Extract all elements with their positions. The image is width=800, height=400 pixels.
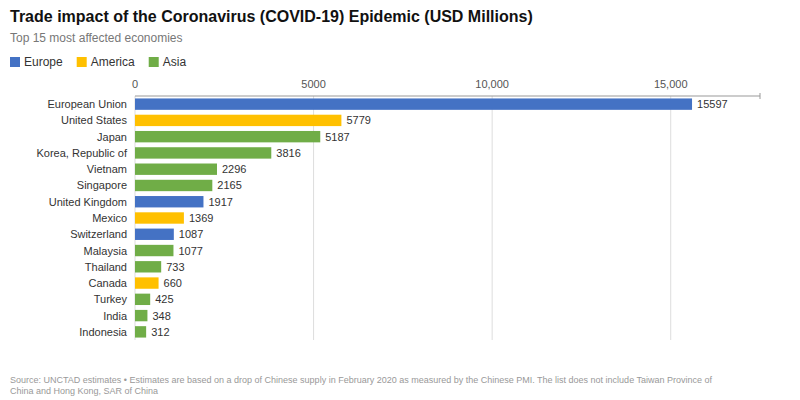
category-label: Canada <box>88 277 127 289</box>
data-label: 660 <box>164 277 182 289</box>
category-label: Malaysia <box>84 245 128 257</box>
category-label: Thailand <box>85 261 127 273</box>
x-axis-end <box>760 93 761 99</box>
footer-line: Source: UNCTAD estimates • Estimates are… <box>10 375 713 385</box>
data-label: 2296 <box>222 163 246 175</box>
data-label: 1917 <box>208 196 232 208</box>
chart: Trade impact of the Coronavirus (COVID-1… <box>0 0 800 400</box>
legend-item: America <box>77 55 135 69</box>
category-label: Mexico <box>92 212 127 224</box>
bar <box>135 310 147 321</box>
data-label: 1087 <box>179 228 203 240</box>
category-label: Indonesia <box>79 326 128 338</box>
legend-item: Europe <box>10 55 63 69</box>
footer-line: China and Hong Kong, SAR of China <box>10 386 158 396</box>
data-label: 3816 <box>276 147 300 159</box>
category-label: Turkey <box>94 293 128 305</box>
category-label: Vietnam <box>87 163 127 175</box>
grid <box>135 96 671 340</box>
data-label: 15597 <box>697 98 728 110</box>
data-label: 5779 <box>346 114 370 126</box>
legend-label: Asia <box>163 55 187 69</box>
bar <box>135 147 271 158</box>
data-label: 312 <box>151 326 169 338</box>
category-label: United Kingdom <box>49 196 127 208</box>
subtitle: Top 15 most affected economies <box>10 31 183 45</box>
category-label: Singapore <box>77 179 127 191</box>
legend-label: Europe <box>24 55 63 69</box>
bar <box>135 261 161 272</box>
legend-label: America <box>91 55 135 69</box>
data-labels: 15597 1917 1087 5779 1369 660 5187 3816 2296 2165… <box>151 98 727 338</box>
tick-label: 10,000 <box>475 78 509 90</box>
data-label: 1369 <box>189 212 213 224</box>
legend-swatch <box>10 57 20 67</box>
tick-label: 15,000 <box>654 78 688 90</box>
category-label: Japan <box>97 131 127 143</box>
category-label: India <box>103 310 128 322</box>
bar <box>135 277 159 288</box>
y-axis: European Union United States Japan Korea, R… <box>37 98 128 338</box>
legend-item: Asia <box>149 55 187 69</box>
data-label: 2165 <box>217 179 241 191</box>
legend: Europe America Asia <box>10 55 186 69</box>
x-axis-line <box>135 96 760 97</box>
category-label: United States <box>61 114 128 126</box>
title: Trade impact of the Coronavirus (COVID-1… <box>10 8 533 25</box>
bar <box>135 294 150 305</box>
bar <box>135 164 217 175</box>
data-label: 348 <box>152 310 170 322</box>
data-label: 733 <box>166 261 184 273</box>
bar <box>135 196 203 207</box>
category-label: Korea, Republic of <box>37 147 128 159</box>
tick-label: 5000 <box>301 78 325 90</box>
bar <box>135 229 174 240</box>
bar <box>135 98 692 109</box>
bar <box>135 326 146 337</box>
grid-line <box>670 96 671 340</box>
data-label: 425 <box>155 293 173 305</box>
category-label: Switzerland <box>70 228 127 240</box>
bar <box>135 115 341 126</box>
legend-swatch <box>77 57 87 67</box>
bar <box>135 245 173 256</box>
grid-line <box>492 96 493 340</box>
data-label: 1077 <box>178 245 202 257</box>
legend-swatch <box>149 57 159 67</box>
bar <box>135 131 320 142</box>
tick-label: 0 <box>132 78 138 90</box>
bar <box>135 180 212 191</box>
x-axis: 0 5000 10,000 15,000 <box>132 78 760 99</box>
bars <box>135 98 692 337</box>
footer: Source: UNCTAD estimates • Estimates are… <box>10 375 713 396</box>
data-label: 5187 <box>325 131 349 143</box>
category-label: European Union <box>47 98 127 110</box>
bar <box>135 212 184 223</box>
